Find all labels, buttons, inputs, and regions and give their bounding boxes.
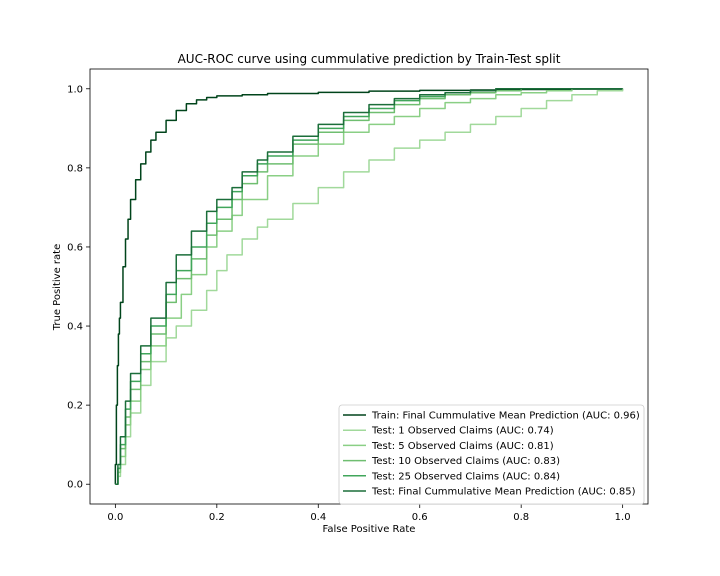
x-tick-label: 1.0	[615, 512, 631, 523]
chart-title: AUC-ROC curve using cummulative predicti…	[178, 52, 561, 66]
legend-label-3: Test: 10 Observed Claims (AUC: 0.83)	[371, 456, 560, 467]
series-layer	[114, 88, 624, 485]
x-axis-title: False Positive Rate	[323, 524, 416, 535]
legend-box	[338, 404, 645, 505]
y-tick-label: 0.0	[67, 480, 83, 491]
series-line-5	[115, 88, 623, 485]
x-tick-label: 0.6	[412, 512, 428, 523]
legend-label-5: Test: Final Cummulative Mean Prediction …	[371, 487, 636, 498]
x-tick-label: 0.0	[107, 512, 123, 523]
y-axis-title: True Positive rate	[52, 244, 63, 331]
legend-label-4: Test: 25 Observed Claims (AUC: 0.84)	[371, 471, 560, 482]
x-tick-label: 0.2	[209, 512, 225, 523]
y-tick-label: 0.8	[67, 163, 83, 174]
series-line-0	[114, 88, 624, 485]
y-tick-label: 0.2	[67, 401, 83, 412]
legend-label-0: Train: Final Cummulative Mean Prediction…	[371, 411, 640, 422]
y-tick-label: 1.0	[67, 84, 83, 95]
legend-label-1: Test: 1 Observed Claims (AUC: 0.74)	[371, 426, 554, 437]
legend-label-2: Test: 5 Observed Claims (AUC: 0.81)	[371, 441, 554, 452]
x-tick-label: 0.4	[310, 512, 326, 523]
x-tick-label: 0.8	[513, 512, 529, 523]
y-tick-label: 0.6	[67, 242, 83, 253]
legend: Train: Final Cummulative Mean Prediction…	[338, 404, 645, 505]
series-line-2	[115, 88, 623, 485]
y-tick-label: 0.4	[67, 322, 83, 333]
